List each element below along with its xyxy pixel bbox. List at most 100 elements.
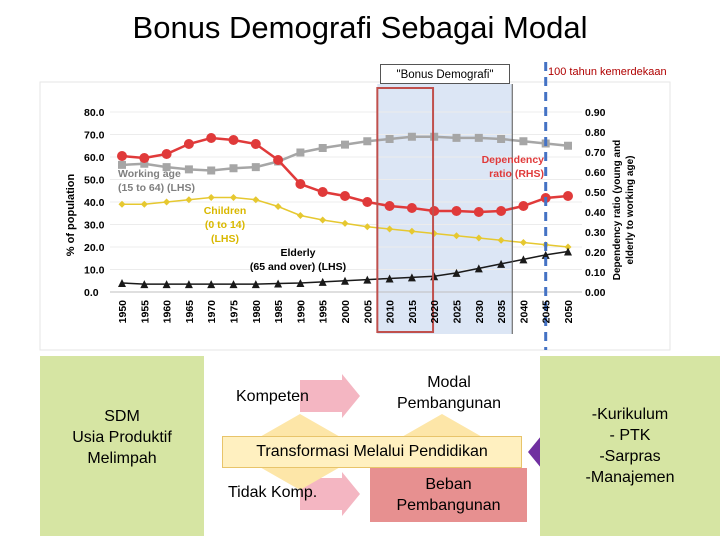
y-tick-label: 50.0 <box>84 175 105 187</box>
annotation-elderly: (65 and over) (LHS) <box>250 261 346 273</box>
x-tick-label: 2050 <box>563 300 575 324</box>
data-point <box>207 166 216 175</box>
data-point <box>473 207 484 217</box>
x-tick-label: 1965 <box>184 300 196 324</box>
data-point <box>163 198 171 206</box>
y-tick-label: 10.0 <box>84 265 105 277</box>
data-point <box>140 280 149 289</box>
data-point <box>519 239 527 246</box>
x-tick-label: 1985 <box>273 300 285 324</box>
annotation-children: (0 to 14) <box>205 219 245 231</box>
y-right-tick-label: 0.80 <box>585 127 606 139</box>
data-point <box>407 273 416 282</box>
resources-text: -Kurikulum - PTK -Sarpras -Manajemen <box>585 406 675 486</box>
page-title: Bonus Demografi Sebagai Modal <box>132 10 588 45</box>
data-point <box>341 219 349 227</box>
data-point <box>341 140 349 149</box>
data-point <box>118 200 126 208</box>
x-tick-label: 2005 <box>362 300 374 324</box>
y-axis-right-ticks: 0.00 0.10 0.20 0.30 0.40 0.50 0.60 0.70 0.80 0.90 <box>585 107 606 299</box>
annotation-children: (LHS) <box>211 233 239 245</box>
y-tick-label: 0.0 <box>84 287 99 299</box>
data-point <box>251 280 260 289</box>
bonus-demografi-label: "Bonus Demografi" <box>380 64 510 84</box>
x-tick-label: 2015 <box>407 300 419 324</box>
tidak-komp-arrow <box>300 472 360 516</box>
data-point <box>452 133 461 142</box>
x-tick-label: 2020 <box>429 300 441 324</box>
x-tick-label: 1975 <box>229 300 241 324</box>
data-point <box>474 133 483 142</box>
data-point <box>340 191 350 201</box>
chart-frame <box>39 81 671 351</box>
data-point <box>184 280 193 289</box>
data-point <box>118 160 126 169</box>
transformasi-box: Transformasi Melalui Pendidikan <box>222 436 522 468</box>
data-point <box>363 275 372 284</box>
data-point <box>386 225 394 233</box>
y-axis-label: % of population <box>65 173 77 256</box>
data-point <box>118 279 126 287</box>
data-point <box>518 201 529 211</box>
svg-text:elderly to working age): elderly to working age) <box>625 156 636 265</box>
data-point <box>519 255 528 264</box>
y-tick-label: 80.0 <box>84 107 105 119</box>
x-tick-label: 2025 <box>452 300 464 324</box>
data-point <box>407 132 416 141</box>
x-tick-label: 1980 <box>251 300 263 324</box>
data-point <box>564 247 572 256</box>
y-right-tick-label: 0.20 <box>585 247 606 259</box>
y-right-tick-label: 0.50 <box>585 187 606 199</box>
sdm-text: SDM Usia Produktif Melimpah <box>72 408 172 467</box>
data-point <box>296 148 305 157</box>
data-point <box>563 191 573 201</box>
bonus-highlight-border <box>376 87 435 333</box>
data-point <box>139 153 150 163</box>
x-tick-label: 1955 <box>139 300 151 324</box>
data-point <box>274 203 282 210</box>
resources-box <box>540 356 720 536</box>
data-point <box>541 250 550 259</box>
y-tick-label: 60.0 <box>84 152 105 164</box>
data-point <box>228 135 239 145</box>
y-right-tick-label: 0.60 <box>585 167 606 179</box>
data-point <box>318 277 327 286</box>
annotations: Working age (15 to 64) (LHS) Dependency rat… <box>118 154 544 273</box>
data-point <box>140 159 149 168</box>
x-tick-label: 1990 <box>295 300 307 324</box>
x-tick-label: 1995 <box>318 300 330 324</box>
data-point <box>162 163 171 172</box>
annotation-dependency: ratio (RHS) <box>489 168 544 180</box>
data-point <box>162 280 171 289</box>
x-tick-label: 2030 <box>474 300 486 324</box>
y-tick-label: 70.0 <box>84 130 105 142</box>
modal-pembangunan-label: Modal Pembangunan <box>396 374 502 412</box>
annotation-working-age: (15 to 64) (LHS) <box>118 182 195 194</box>
y-right-tick-label: 0.90 <box>585 107 606 119</box>
data-point <box>385 274 394 283</box>
x-tick-label: 2010 <box>385 300 397 324</box>
data-point <box>385 135 394 143</box>
data-point <box>229 164 238 173</box>
y-right-tick-label: 0.30 <box>585 227 606 239</box>
data-point <box>451 206 462 216</box>
annotation-elderly: Elderly <box>280 247 315 259</box>
data-point <box>251 163 260 172</box>
data-point <box>519 137 528 146</box>
data-point <box>406 203 417 213</box>
data-point <box>319 216 327 224</box>
down-arrow-left <box>258 466 342 490</box>
data-point <box>318 144 327 152</box>
annotation-children: Children <box>204 205 247 217</box>
data-point <box>296 279 305 287</box>
data-point <box>183 139 194 149</box>
data-point <box>185 196 193 204</box>
data-point <box>362 197 373 207</box>
x-tick-label: 2000 <box>340 300 352 324</box>
data-point <box>564 141 572 150</box>
data-point <box>207 194 215 201</box>
beban-pembangunan-box: Beban Pembangunan <box>370 468 527 522</box>
data-point <box>497 259 506 268</box>
up-arrow-left <box>258 414 342 438</box>
tidak-komp-label: Tidak Komp. <box>228 484 318 501</box>
